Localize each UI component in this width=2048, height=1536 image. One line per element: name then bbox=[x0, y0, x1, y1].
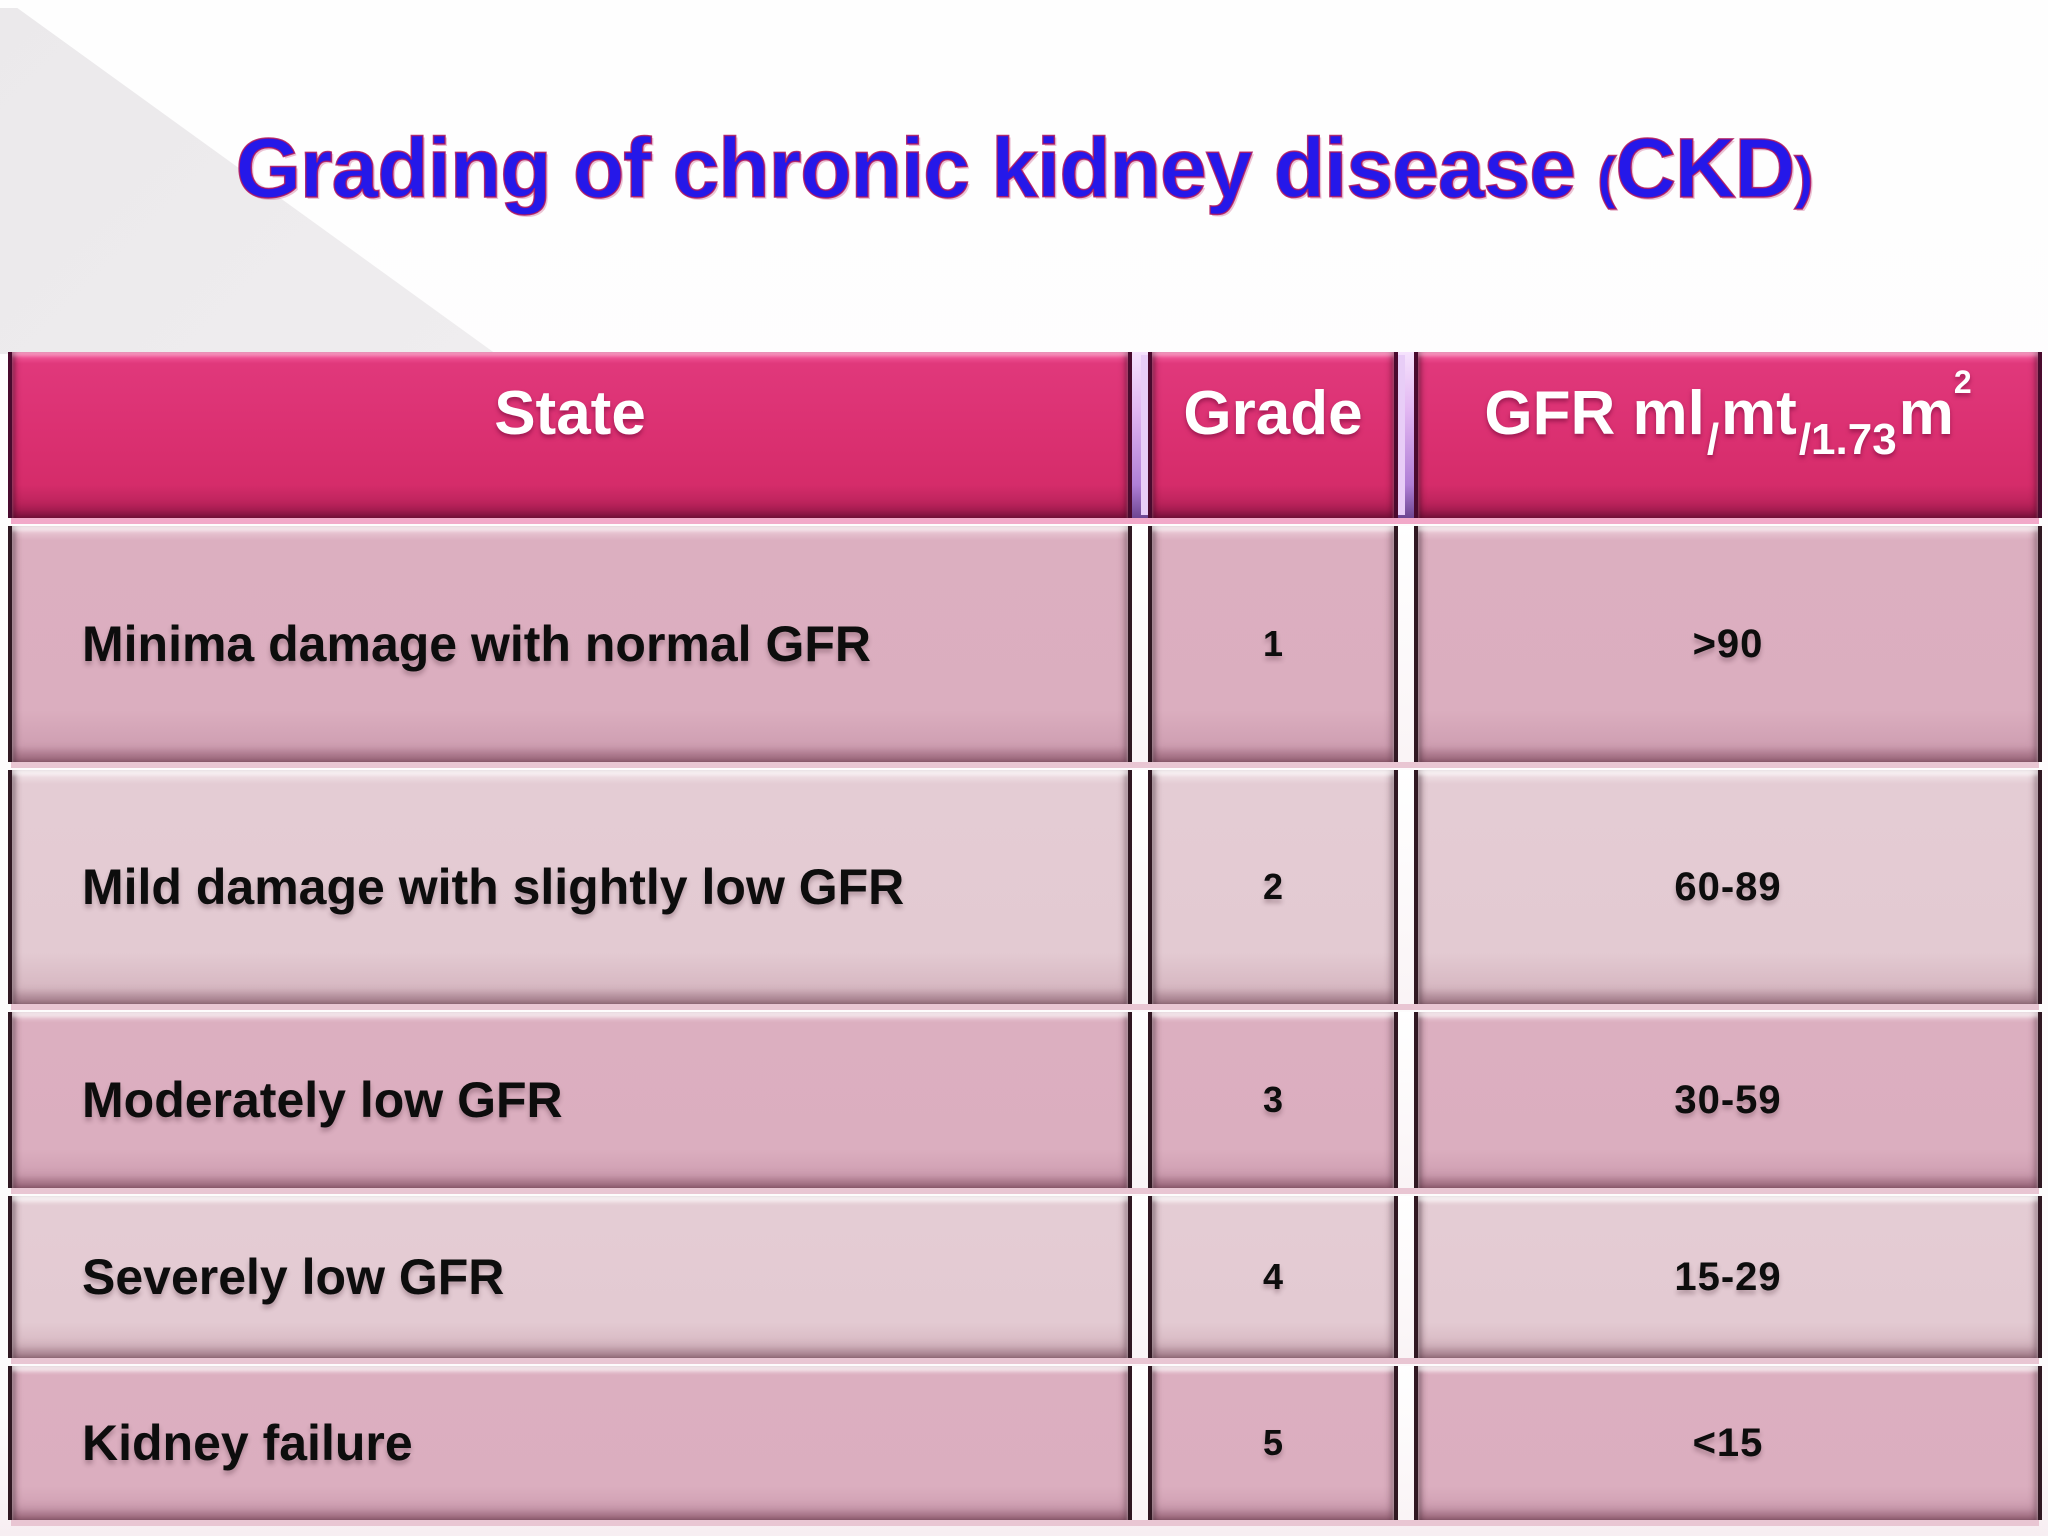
grade-value: 3 bbox=[1262, 1079, 1284, 1120]
page-title: Grading of chronic kidney disease (CKD) bbox=[0, 120, 2048, 217]
state-cell: Severely low GFR bbox=[8, 1196, 1132, 1358]
gfr-unit-part: GFR ml bbox=[1484, 379, 1705, 448]
header-grade-label: Grade bbox=[1183, 379, 1363, 448]
grade-value: 2 bbox=[1262, 866, 1284, 907]
table-header-row: State Grade GFR ml / mt/1.73 m 2 bbox=[8, 352, 2042, 518]
gfr-value: 30-59 bbox=[1674, 1077, 1782, 1122]
grade-cell: 5 bbox=[1148, 1366, 1398, 1520]
header-cell-grade: Grade bbox=[1148, 352, 1398, 518]
title-main: Grading of chronic kidney disease bbox=[235, 120, 1577, 216]
gfr-unit-part: / bbox=[1706, 415, 1720, 464]
ckd-grading-table: State Grade GFR ml / mt/1.73 m 2 Minima dama… bbox=[8, 352, 2042, 1528]
state-cell: Kidney failure bbox=[8, 1366, 1132, 1520]
gfr-value: <15 bbox=[1692, 1420, 1764, 1465]
header-cell-gfr: GFR ml / mt/1.73 m 2 bbox=[1414, 352, 2042, 518]
state-value: Severely low GFR bbox=[82, 1249, 505, 1305]
grade-cell: 1 bbox=[1148, 526, 1398, 762]
table-row: Mild damage with slightly low GFR 2 60-8… bbox=[8, 770, 2042, 1004]
gfr-cell: 30-59 bbox=[1414, 1012, 2042, 1188]
header-state-label: State bbox=[494, 379, 646, 448]
state-value: Mild damage with slightly low GFR bbox=[82, 859, 905, 915]
table-row: Severely low GFR 4 15-29 bbox=[8, 1196, 2042, 1358]
gfr-unit-superscript: 2 bbox=[1953, 364, 1972, 400]
gfr-value: >90 bbox=[1692, 621, 1764, 666]
state-cell: Mild damage with slightly low GFR bbox=[8, 770, 1132, 1004]
header-cell-state: State bbox=[8, 352, 1132, 518]
gfr-value: 15-29 bbox=[1674, 1254, 1782, 1299]
state-value: Minima damage with normal GFR bbox=[82, 616, 871, 672]
grade-cell: 3 bbox=[1148, 1012, 1398, 1188]
grade-value: 5 bbox=[1262, 1422, 1284, 1463]
gfr-cell: 15-29 bbox=[1414, 1196, 2042, 1358]
state-cell: Minima damage with normal GFR bbox=[8, 526, 1132, 762]
grade-cell: 2 bbox=[1148, 770, 1398, 1004]
grade-value: 1 bbox=[1262, 623, 1284, 664]
table-row: Kidney failure 5 <15 bbox=[8, 1366, 2042, 1520]
grade-cell: 4 bbox=[1148, 1196, 1398, 1358]
gfr-cell: >90 bbox=[1414, 526, 2042, 762]
gfr-cell: <15 bbox=[1414, 1366, 2042, 1520]
gfr-unit-part: m bbox=[1898, 379, 1954, 448]
gfr-cell: 60-89 bbox=[1414, 770, 2042, 1004]
gfr-unit-part: /1.73 bbox=[1798, 415, 1897, 464]
title-paren-open: ( bbox=[1597, 145, 1618, 211]
state-value: Moderately low GFR bbox=[82, 1072, 563, 1128]
grade-value: 4 bbox=[1262, 1256, 1284, 1297]
table-row: Moderately low GFR 3 30-59 bbox=[8, 1012, 2042, 1188]
state-value: Kidney failure bbox=[82, 1415, 413, 1471]
state-cell: Moderately low GFR bbox=[8, 1012, 1132, 1188]
gfr-value: 60-89 bbox=[1674, 864, 1782, 909]
table-row: Minima damage with normal GFR 1 >90 bbox=[8, 526, 2042, 762]
title-ckd: CKD bbox=[1615, 120, 1797, 216]
gfr-unit-part: mt bbox=[1721, 379, 1797, 448]
title-paren-close: ) bbox=[1794, 145, 1815, 211]
